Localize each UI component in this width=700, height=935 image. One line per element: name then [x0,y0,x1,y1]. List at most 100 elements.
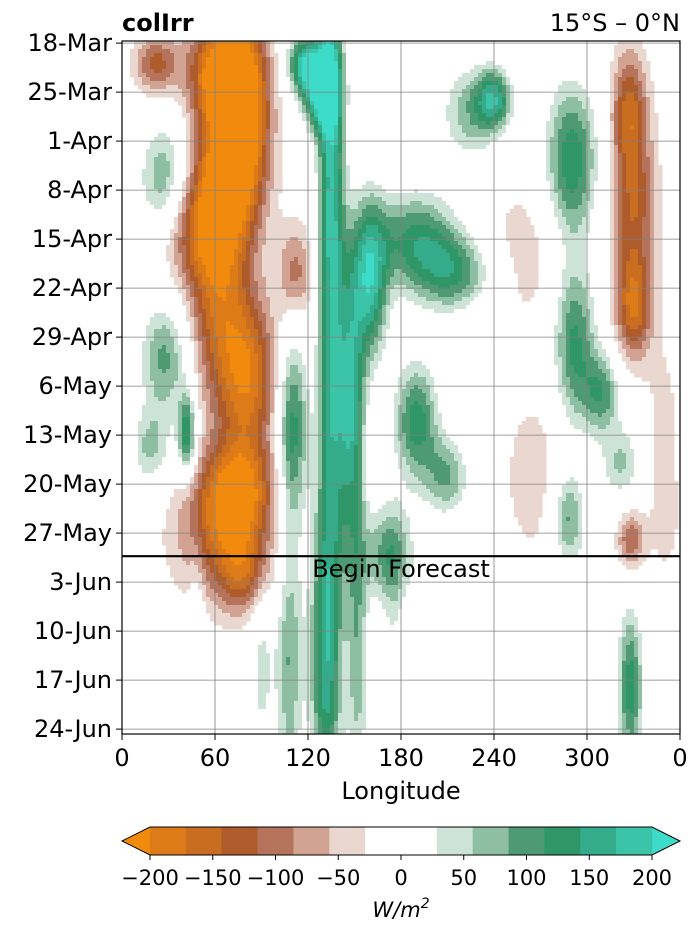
heatmap-cell [474,81,479,86]
heatmap-cell [330,229,335,234]
heatmap-cell [338,193,343,198]
heatmap-cell [410,229,415,234]
heatmap-cell [334,201,339,206]
heatmap-cell [226,213,231,218]
heatmap-cell [338,177,343,182]
heatmap-cell [230,149,235,154]
heatmap-cell [342,109,347,114]
heatmap-cell [334,185,339,190]
heatmap-cell [206,185,211,190]
heatmap-cell [162,125,167,130]
heatmap-cell [274,61,279,66]
heatmap-cell [354,201,359,206]
heatmap-cell [382,185,387,190]
heatmap-cell [590,77,595,82]
heatmap-cell [618,217,623,222]
heatmap-cell [442,221,447,226]
heatmap-cell [586,253,591,258]
heatmap-cell [650,81,655,86]
heatmap-cell [654,125,659,130]
heatmap-cell [398,225,403,230]
heatmap-cell [206,129,211,134]
heatmap-cell [546,125,551,130]
heatmap-cell [310,101,315,106]
heatmap-cell [470,245,475,250]
heatmap-cell [614,221,619,226]
heatmap-cell [638,201,643,206]
heatmap-cell [202,189,207,194]
heatmap-cell [250,73,255,78]
heatmap-cell [622,89,627,94]
heatmap-cell [346,193,351,198]
heatmap-cell [578,93,583,98]
heatmap-cell [590,169,595,174]
heatmap-cell [374,181,379,186]
heatmap-cell [286,69,291,74]
heatmap-cell [310,149,315,154]
heatmap-cell [482,121,487,126]
heatmap-cell [430,249,435,254]
heatmap-cell [266,233,271,238]
heatmap-cell [438,125,443,130]
heatmap-cell [330,97,335,102]
heatmap-cell [462,93,467,98]
heatmap-cell [546,137,551,142]
heatmap-cell [190,201,195,206]
heatmap-cell [566,233,571,238]
heatmap-cell [386,201,391,206]
heatmap-cell [246,201,251,206]
heatmap-cell [562,105,567,110]
heatmap-cell [150,201,155,206]
heatmap-cell [342,89,347,94]
heatmap-cell [586,101,591,106]
heatmap-cell [510,69,515,74]
heatmap-cell [158,125,163,130]
heatmap-cell [142,145,147,150]
heatmap-cell [242,69,247,74]
heatmap-cell [498,93,503,98]
heatmap-cell [618,61,623,66]
heatmap-cell [166,129,171,134]
heatmap-cell [470,93,475,98]
heatmap-cell [246,145,251,150]
heatmap-cell [654,157,659,162]
heatmap-cell [502,93,507,98]
heatmap-cell [638,241,643,246]
heatmap-cell [178,249,183,254]
heatmap-cell [186,69,191,74]
heatmap-cell [562,121,567,126]
heatmap-cell [198,101,203,106]
heatmap-cell [478,73,483,78]
heatmap-cell [198,97,203,102]
heatmap-cell [318,105,323,110]
heatmap-cell [626,125,631,130]
heatmap-cell [270,149,275,154]
heatmap-cell [262,249,267,254]
heatmap-cell [526,217,531,222]
heatmap-cell [618,213,623,218]
heatmap-cell [394,185,399,190]
heatmap-cell [470,85,475,90]
heatmap-cell [302,229,307,234]
heatmap-cell [430,253,435,258]
heatmap-cell [158,137,163,142]
heatmap-cell [546,129,551,134]
heatmap-cell [150,61,155,66]
heatmap-cell [422,221,427,226]
heatmap-cell [238,77,243,82]
heatmap-cell [446,189,451,194]
heatmap-cell [446,221,451,226]
heatmap-cell [618,249,623,254]
heatmap-cell [554,133,559,138]
heatmap-cell [582,81,587,86]
heatmap-cell [462,85,467,90]
heatmap-cell [582,149,587,154]
heatmap-cell [242,225,247,230]
heatmap-cell [262,201,267,206]
heatmap-cell [658,233,663,238]
heatmap-cell [158,145,163,150]
heatmap-cell [274,157,279,162]
heatmap-cell [614,57,619,62]
heatmap-cell [622,197,627,202]
heatmap-cell [354,209,359,214]
